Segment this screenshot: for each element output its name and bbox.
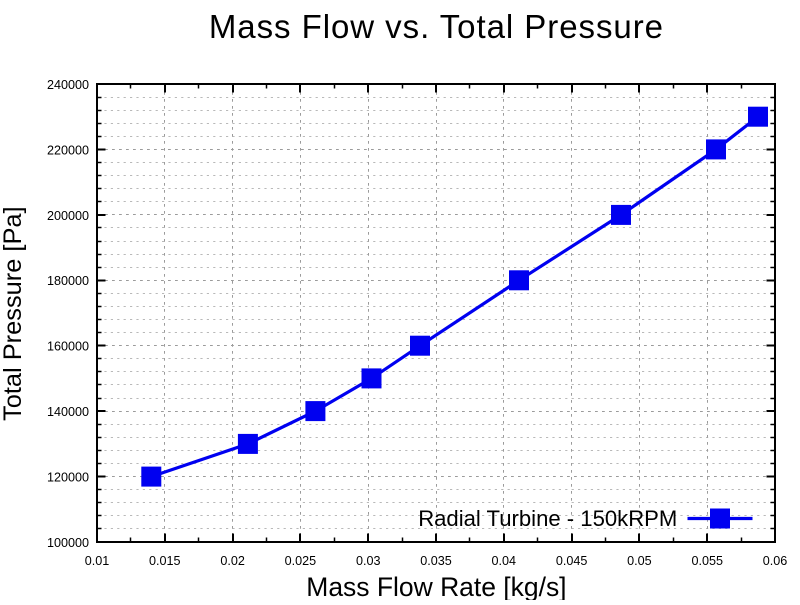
svg-text:220000: 220000 xyxy=(47,143,89,157)
svg-text:160000: 160000 xyxy=(47,340,89,354)
svg-text:0.06: 0.06 xyxy=(763,554,788,568)
svg-text:0.025: 0.025 xyxy=(285,554,317,568)
svg-text:200000: 200000 xyxy=(47,209,89,223)
svg-text:Mass Flow Rate [kg/s]: Mass Flow Rate [kg/s] xyxy=(306,572,566,600)
svg-text:Mass Flow vs. Total Pressure: Mass Flow vs. Total Pressure xyxy=(209,8,664,45)
svg-text:0.05: 0.05 xyxy=(627,554,652,568)
svg-text:0.035: 0.035 xyxy=(420,554,452,568)
svg-text:Radial Turbine - 150kRPM: Radial Turbine - 150kRPM xyxy=(418,506,677,531)
svg-text:120000: 120000 xyxy=(47,470,89,484)
svg-text:180000: 180000 xyxy=(47,274,89,288)
svg-text:100000: 100000 xyxy=(47,536,89,550)
svg-text:0.01: 0.01 xyxy=(85,554,110,568)
svg-text:240000: 240000 xyxy=(47,78,89,92)
svg-text:0.045: 0.045 xyxy=(556,554,588,568)
svg-text:0.055: 0.055 xyxy=(691,554,723,568)
svg-text:0.015: 0.015 xyxy=(149,554,181,568)
svg-text:0.03: 0.03 xyxy=(356,554,381,568)
svg-text:140000: 140000 xyxy=(47,405,89,419)
svg-text:0.02: 0.02 xyxy=(220,554,245,568)
svg-text:Total Pressure [Pa]: Total Pressure [Pa] xyxy=(0,206,27,421)
svg-text:0.04: 0.04 xyxy=(492,554,517,568)
